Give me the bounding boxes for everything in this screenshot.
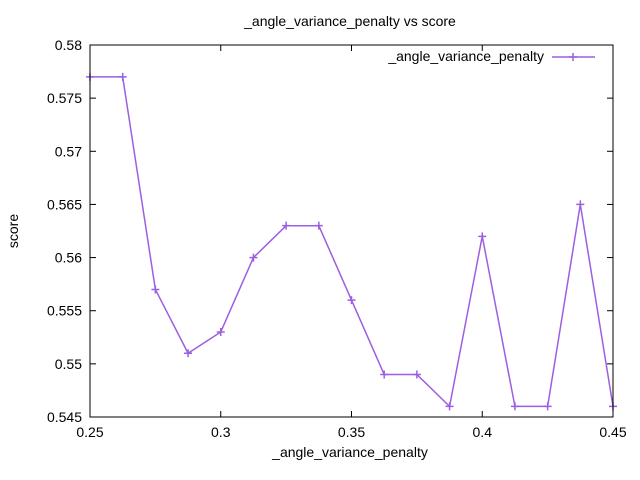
y-axis-title-group: score [5, 214, 21, 248]
data-point [216, 327, 225, 336]
y-tick-label: 0.565 [47, 196, 82, 212]
data-point [347, 296, 356, 305]
legend-label: _angle_variance_penalty [387, 48, 544, 64]
data-point [412, 370, 421, 379]
y-tick-label: 0.57 [55, 143, 82, 159]
y-tick-label: 0.545 [47, 409, 82, 425]
legend-marker [569, 53, 577, 61]
y-tick-label: 0.555 [47, 303, 82, 319]
x-axis-title: _angle_variance_penalty [271, 444, 428, 460]
x-tick-label: 0.45 [599, 424, 626, 440]
data-point [445, 402, 454, 411]
legend: _angle_variance_penalty [387, 48, 595, 64]
data-point [249, 253, 258, 262]
series-markers [86, 72, 617, 411]
data-point [314, 221, 323, 230]
data-point [576, 200, 585, 209]
series-lines [90, 76, 614, 408]
x-tick-label: 0.35 [338, 424, 365, 440]
data-point [151, 285, 160, 294]
y-tick-label: 0.58 [55, 37, 82, 53]
x-tick-label: 0.4 [473, 424, 493, 440]
data-point [282, 221, 291, 230]
y-axis-title: score [5, 214, 21, 248]
data-point [543, 402, 552, 411]
axis-ticks: 0.25 0.3 0.35 0.4 0.45 0.545 0.55 0.555 0.56 0.56… [47, 37, 627, 440]
x-tick-label: 0.3 [211, 424, 231, 440]
data-point [510, 402, 519, 411]
data-point [478, 232, 487, 241]
plot-frame [89, 44, 614, 418]
x-tick-label: 0.25 [76, 424, 103, 440]
y-tick-label: 0.55 [55, 356, 82, 372]
data-point [380, 370, 389, 379]
series-line [90, 76, 614, 408]
data-point [118, 72, 127, 81]
data-point [184, 349, 193, 358]
y-tick-label: 0.56 [55, 250, 82, 266]
chart-title: _angle_variance_penalty vs score [243, 13, 456, 29]
y-tick-label: 0.575 [47, 90, 82, 106]
legend-sample [552, 53, 595, 61]
